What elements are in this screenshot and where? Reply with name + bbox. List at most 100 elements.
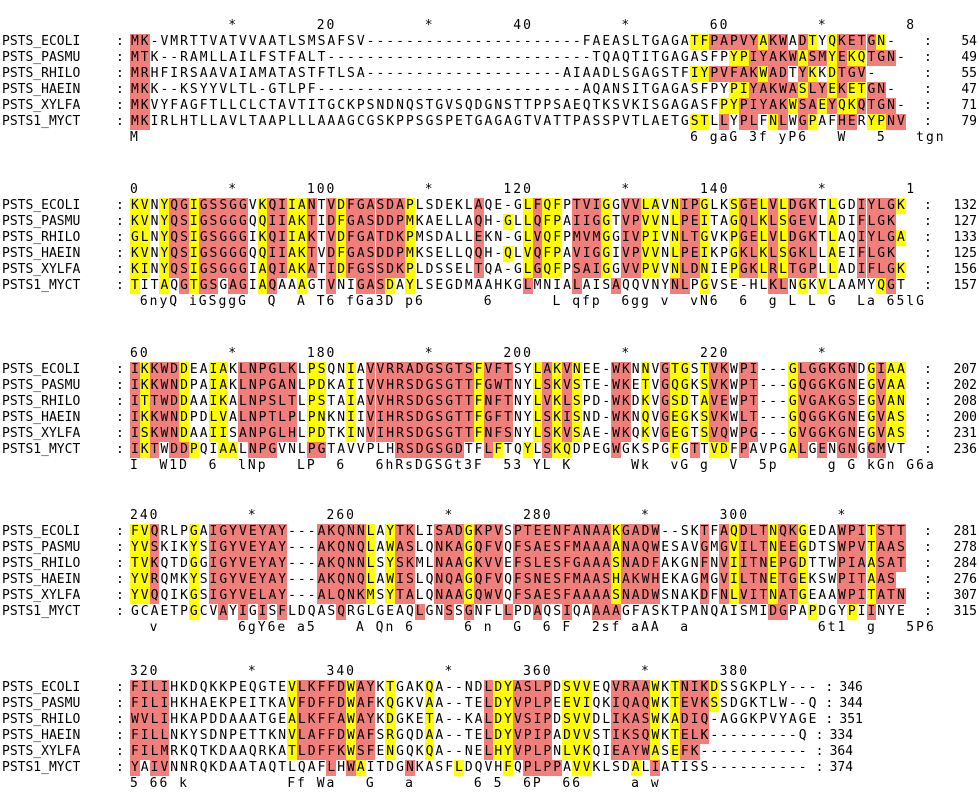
residue: A (768, 66, 779, 82)
residue: F (699, 556, 710, 572)
sequence-row: PSTS_HAEIN: K V N Y Q S I G S G G G Q Q I I A K T V D F G A S D D P M… (0, 246, 979, 262)
residue: E (808, 524, 817, 539)
residue: V (493, 524, 504, 540)
residue: P (306, 426, 317, 442)
residue: G (444, 410, 455, 426)
residue: - (769, 362, 778, 377)
residue: E (592, 378, 601, 393)
residue: E (797, 214, 808, 230)
residue: A (699, 394, 710, 410)
residue: P (719, 98, 729, 114)
residue: A (424, 728, 435, 744)
residue: V (581, 728, 592, 744)
residue: Y (385, 556, 396, 572)
residue: M (571, 572, 582, 588)
residue: S (562, 680, 572, 696)
residue: - (572, 34, 581, 49)
residue: L (522, 262, 533, 278)
residue: - (710, 760, 719, 775)
residue: - (779, 728, 787, 743)
residue: V (139, 572, 150, 588)
residue: R (395, 362, 405, 378)
residue: K (326, 524, 337, 540)
residue: K (395, 230, 405, 246)
residue: T (748, 410, 759, 426)
residue: A (738, 66, 749, 82)
residue: K (130, 262, 140, 278)
residue: N (552, 524, 563, 540)
residue: A (661, 556, 670, 571)
residue: P (542, 760, 553, 776)
residue: T (463, 426, 474, 442)
residue: G (787, 362, 798, 378)
residue: A (288, 278, 296, 293)
residue: I (591, 262, 602, 278)
residue: G (463, 556, 474, 572)
residue: S (504, 98, 512, 113)
residue: N (247, 442, 258, 458)
sequence-row: PSTS_HAEIN: I K K W N D P D L V A L N P T L P L P N K N I I V I H R S… (0, 410, 979, 426)
residue: Q (798, 728, 807, 743)
residue: - (494, 50, 503, 65)
residue: F (307, 82, 316, 97)
sequence-name: PSTS_XYLFA (2, 426, 81, 441)
residue: F (316, 744, 327, 760)
sequence-name: PSTS_ECOLI (2, 524, 81, 539)
residue: V (651, 362, 660, 377)
residue: F (710, 50, 719, 65)
residue: Y (887, 604, 895, 619)
residue: D (847, 262, 856, 277)
residue: Y (779, 712, 787, 727)
residue: A (258, 760, 267, 775)
residue: G (591, 214, 602, 230)
residue: V (611, 680, 621, 696)
residue: G (787, 246, 798, 262)
residue: L (199, 114, 208, 129)
residue: V (797, 426, 808, 442)
residue: L (778, 114, 788, 130)
residue-position: 374 (829, 760, 854, 775)
residue: A (621, 744, 631, 760)
residue: E (239, 696, 247, 711)
residue: F (562, 556, 572, 572)
residue: Q (336, 604, 347, 620)
residue: T (895, 524, 906, 540)
residue: P (543, 98, 552, 113)
residue: - (543, 66, 552, 81)
residue: I (208, 362, 219, 378)
residue: - (405, 66, 414, 81)
residue: G (797, 588, 808, 604)
residue: L (248, 50, 257, 65)
residue: G (876, 246, 887, 262)
residue: - (739, 744, 748, 759)
residue: Q (473, 214, 484, 230)
sequence-row: PSTS1_MYCT: Y A I V N N R Q K D A A T A Q T L Q A F L H W A I T D G N… (0, 760, 979, 776)
residue: P (306, 410, 317, 426)
residue: I (759, 604, 768, 619)
residue: L (219, 98, 228, 113)
residue: A (425, 760, 434, 775)
residue: - (563, 34, 571, 49)
residue: T (758, 524, 769, 540)
residue: T (199, 34, 208, 49)
residue: T (641, 82, 650, 97)
residue: F (562, 572, 572, 588)
residue: V (690, 540, 699, 555)
residue: G (680, 98, 689, 113)
residue: K (661, 604, 670, 619)
residue: S (553, 604, 562, 619)
residue: K (376, 712, 385, 727)
residue: N (288, 442, 296, 457)
residue: F (710, 588, 719, 603)
residue: G (838, 198, 846, 213)
residue: E (542, 588, 553, 604)
residue: E (278, 712, 287, 727)
residue: G (739, 680, 748, 695)
residue: G (699, 278, 710, 294)
residue: I (139, 728, 150, 744)
residue: K (180, 572, 188, 587)
residue: D (169, 442, 180, 458)
residue: A (886, 540, 896, 556)
residue: - (425, 82, 434, 97)
residue: V (542, 394, 553, 410)
